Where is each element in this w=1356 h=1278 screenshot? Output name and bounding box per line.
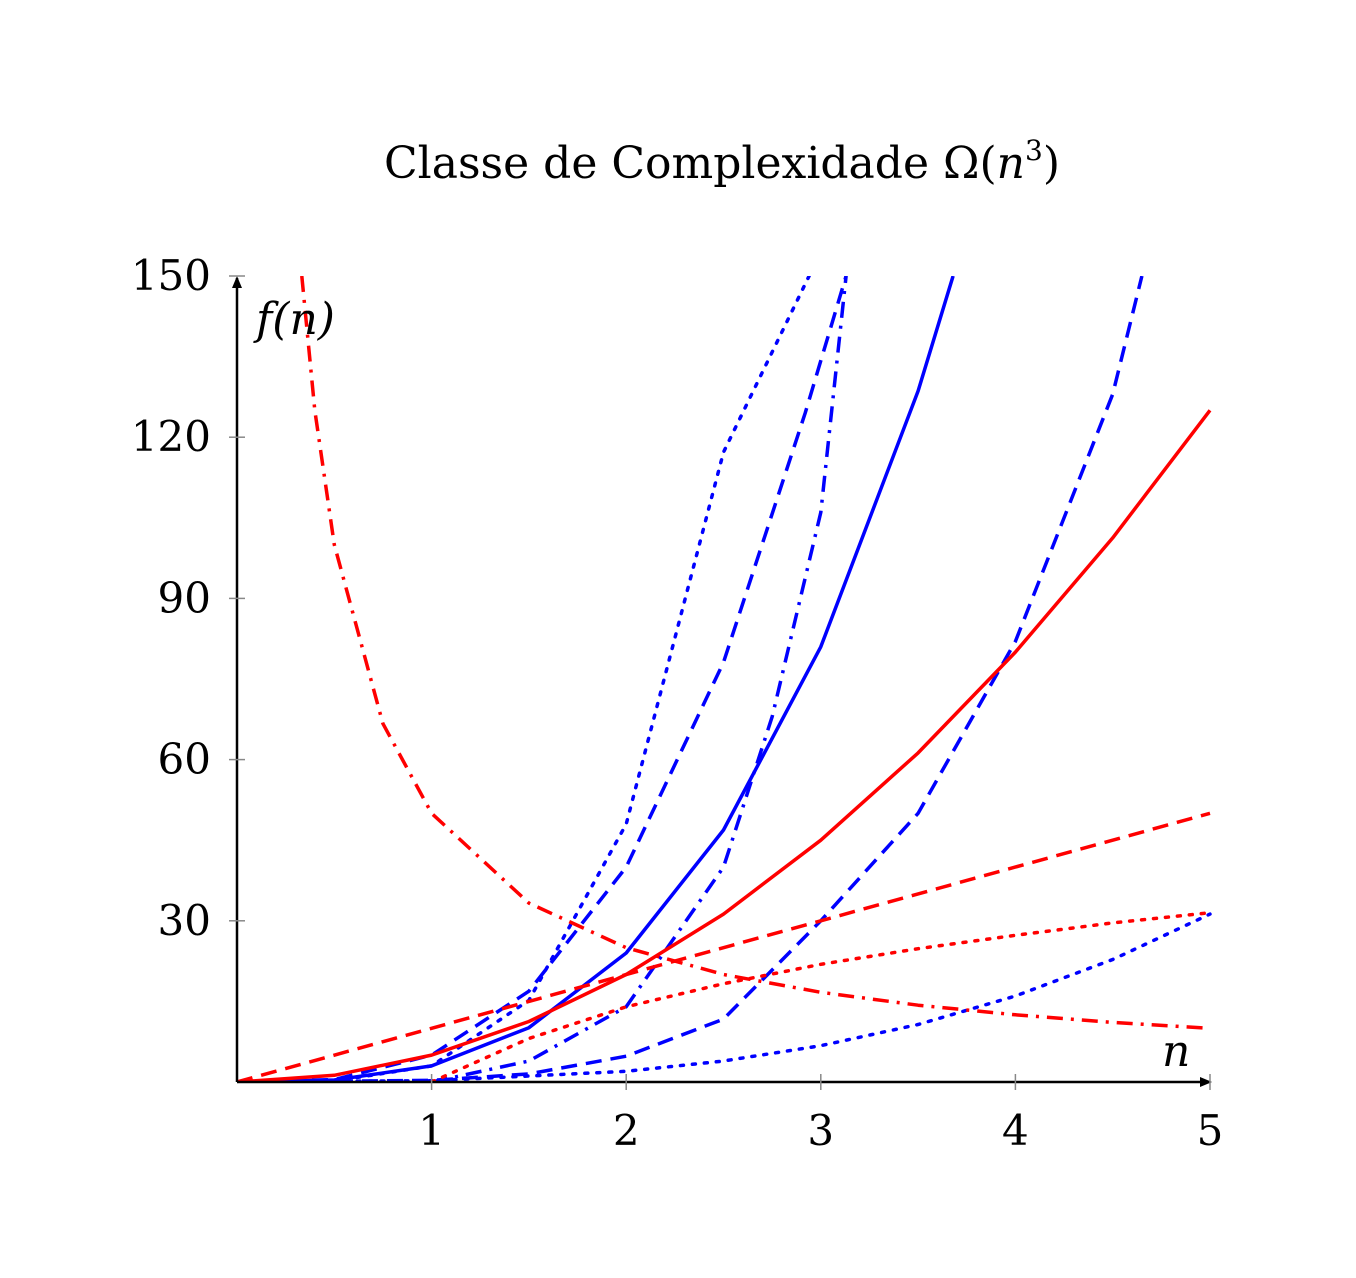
series-line-2: [237, 276, 848, 1083]
series-line-1: [237, 276, 955, 1083]
y-tick-label: 60: [158, 735, 211, 784]
x-tick-label: 4: [1002, 1106, 1029, 1155]
series-line-9: [429, 910, 1212, 1083]
series-line-7: [237, 409, 1212, 1083]
series-line-3: [237, 276, 811, 1083]
series-line-5: [237, 276, 1144, 1083]
y-ticks: 30 60 90 120 150: [131, 251, 245, 945]
y-tick-label: 120: [131, 412, 211, 461]
series-line-4: [431, 276, 848, 1083]
x-tick-label: 3: [807, 1106, 834, 1155]
y-tick-label: 150: [131, 251, 211, 300]
x-axis-label: n: [1162, 1026, 1190, 1077]
x-ticks: 1 2 3 4 5: [418, 1074, 1223, 1155]
series-line-10: [300, 276, 1211, 1031]
x-tick-label: 5: [1197, 1106, 1224, 1155]
y-axis-label: f(n): [253, 294, 335, 345]
y-tick-label: 90: [158, 573, 211, 622]
x-tick-label: 1: [418, 1106, 445, 1155]
series-line-8: [237, 811, 1211, 1083]
series-line-6: [237, 912, 1212, 1083]
chart-title: Classe de Complexidade Ω(n3): [384, 134, 1060, 189]
series-layer: [237, 276, 1212, 1083]
x-tick-label: 2: [613, 1106, 640, 1155]
y-tick-label: 30: [158, 896, 211, 945]
